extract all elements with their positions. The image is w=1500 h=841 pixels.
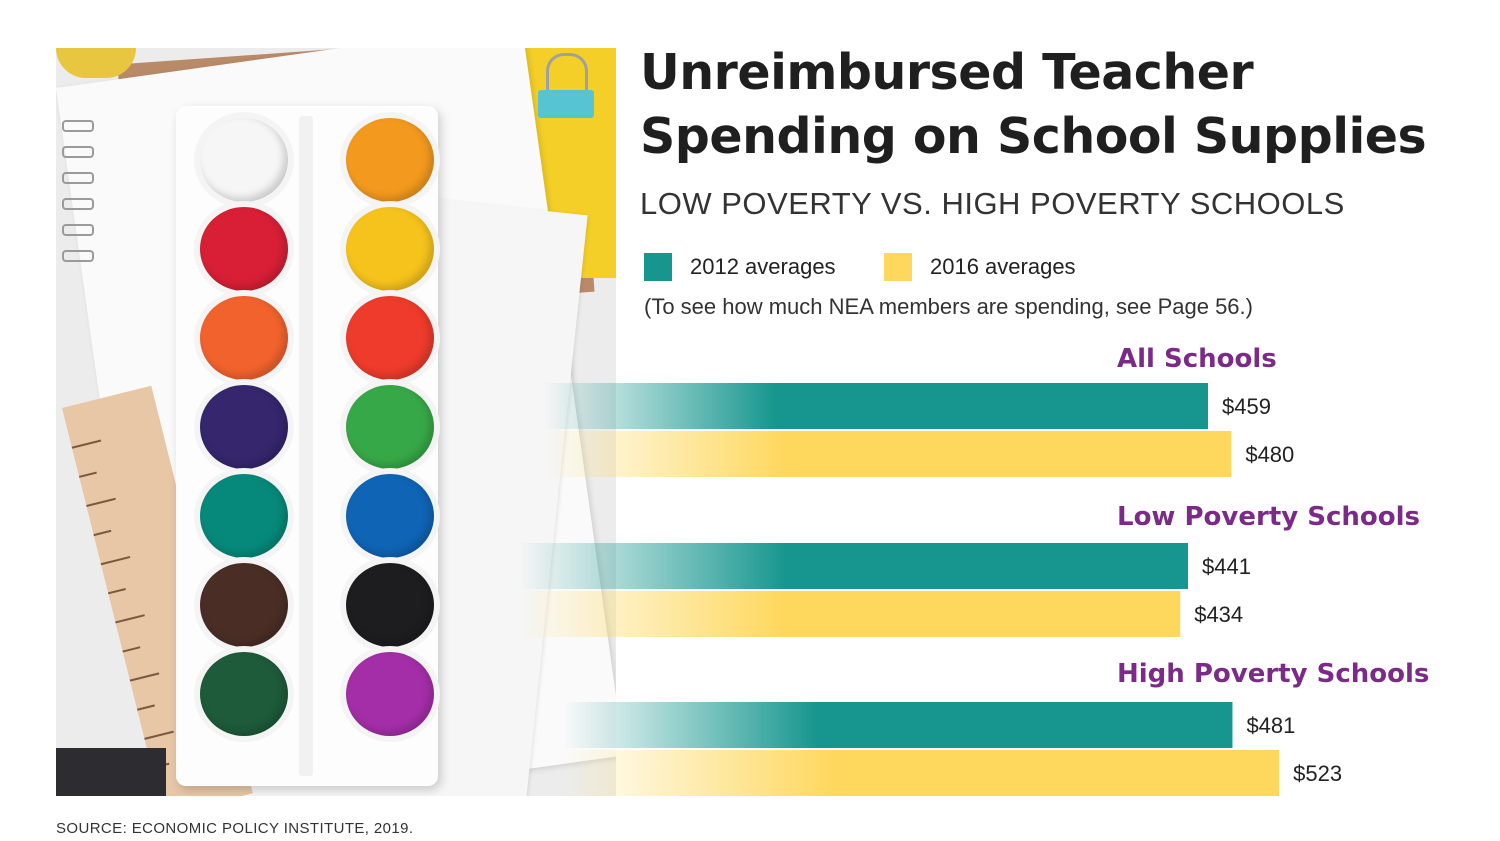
paint-well-icon [346,563,434,647]
bar-2012 [563,702,1233,748]
paint-well-icon [200,296,288,380]
spiral-ring-icon [62,146,94,158]
chart-note: (To see how much NEA members are spendin… [644,294,1253,319]
bar-2012 [543,383,1208,429]
bar-2016 [563,750,1280,796]
chart-title-line-2: Spending on School Supplies [640,108,1427,165]
legend-item-2016: 2016 averages [884,252,1076,282]
bar-value-label: $441 [1202,554,1251,579]
paint-well-icon [200,652,288,736]
bar-2012 [519,543,1188,589]
dark-object-shape [56,748,166,796]
paint-well-icon [200,207,288,291]
paint-well-icon [346,207,434,291]
binder-clip-icon [538,90,594,118]
paint-well-icon [346,118,434,202]
spiral-ring-icon [62,198,94,210]
paint-well-icon [200,563,288,647]
bar-value-label: $480 [1245,442,1294,467]
palette-divider [299,116,313,776]
bar-2016 [519,591,1181,637]
palette-tray-icon [176,106,438,786]
chart-subtitle: LOW POVERTY VS. HIGH POVERTY SCHOOLS [640,186,1345,221]
bar-value-label: $459 [1222,394,1271,419]
paint-well-icon [346,296,434,380]
category-label: All Schools [1117,344,1277,374]
bar-value-label: $523 [1293,761,1342,786]
paint-well-icon [346,474,434,558]
legend-item-2012: 2012 averages [644,252,836,282]
paint-well-icon [200,474,288,558]
bar-value-label: $481 [1246,713,1295,738]
spiral-ring-icon [62,250,94,262]
chart-title-line-1: Unreimbursed Teacher [640,44,1254,101]
legend-swatch-2012 [644,253,672,281]
spiral-ring-icon [62,224,94,236]
paint-well-icon [200,385,288,469]
category-label: Low Poverty Schools [1117,502,1420,532]
paint-well-icon [346,385,434,469]
watercolor-palette-photo [56,48,616,796]
binder-clip-wire [546,53,588,96]
legend-label-2012: 2012 averages [690,254,836,279]
legend-label-2016: 2016 averages [930,254,1076,279]
paint-well-icon [346,652,434,736]
paint-well-icon [200,118,288,202]
bar-value-label: $434 [1194,602,1243,627]
legend-swatch-2016 [884,253,912,281]
bar-2016 [543,431,1232,477]
source-note: SOURCE: ECONOMIC POLICY INSTITUTE, 2019. [56,820,414,837]
spiral-ring-icon [62,120,94,132]
spiral-ring-icon [62,172,94,184]
category-label: High Poverty Schools [1117,659,1429,689]
